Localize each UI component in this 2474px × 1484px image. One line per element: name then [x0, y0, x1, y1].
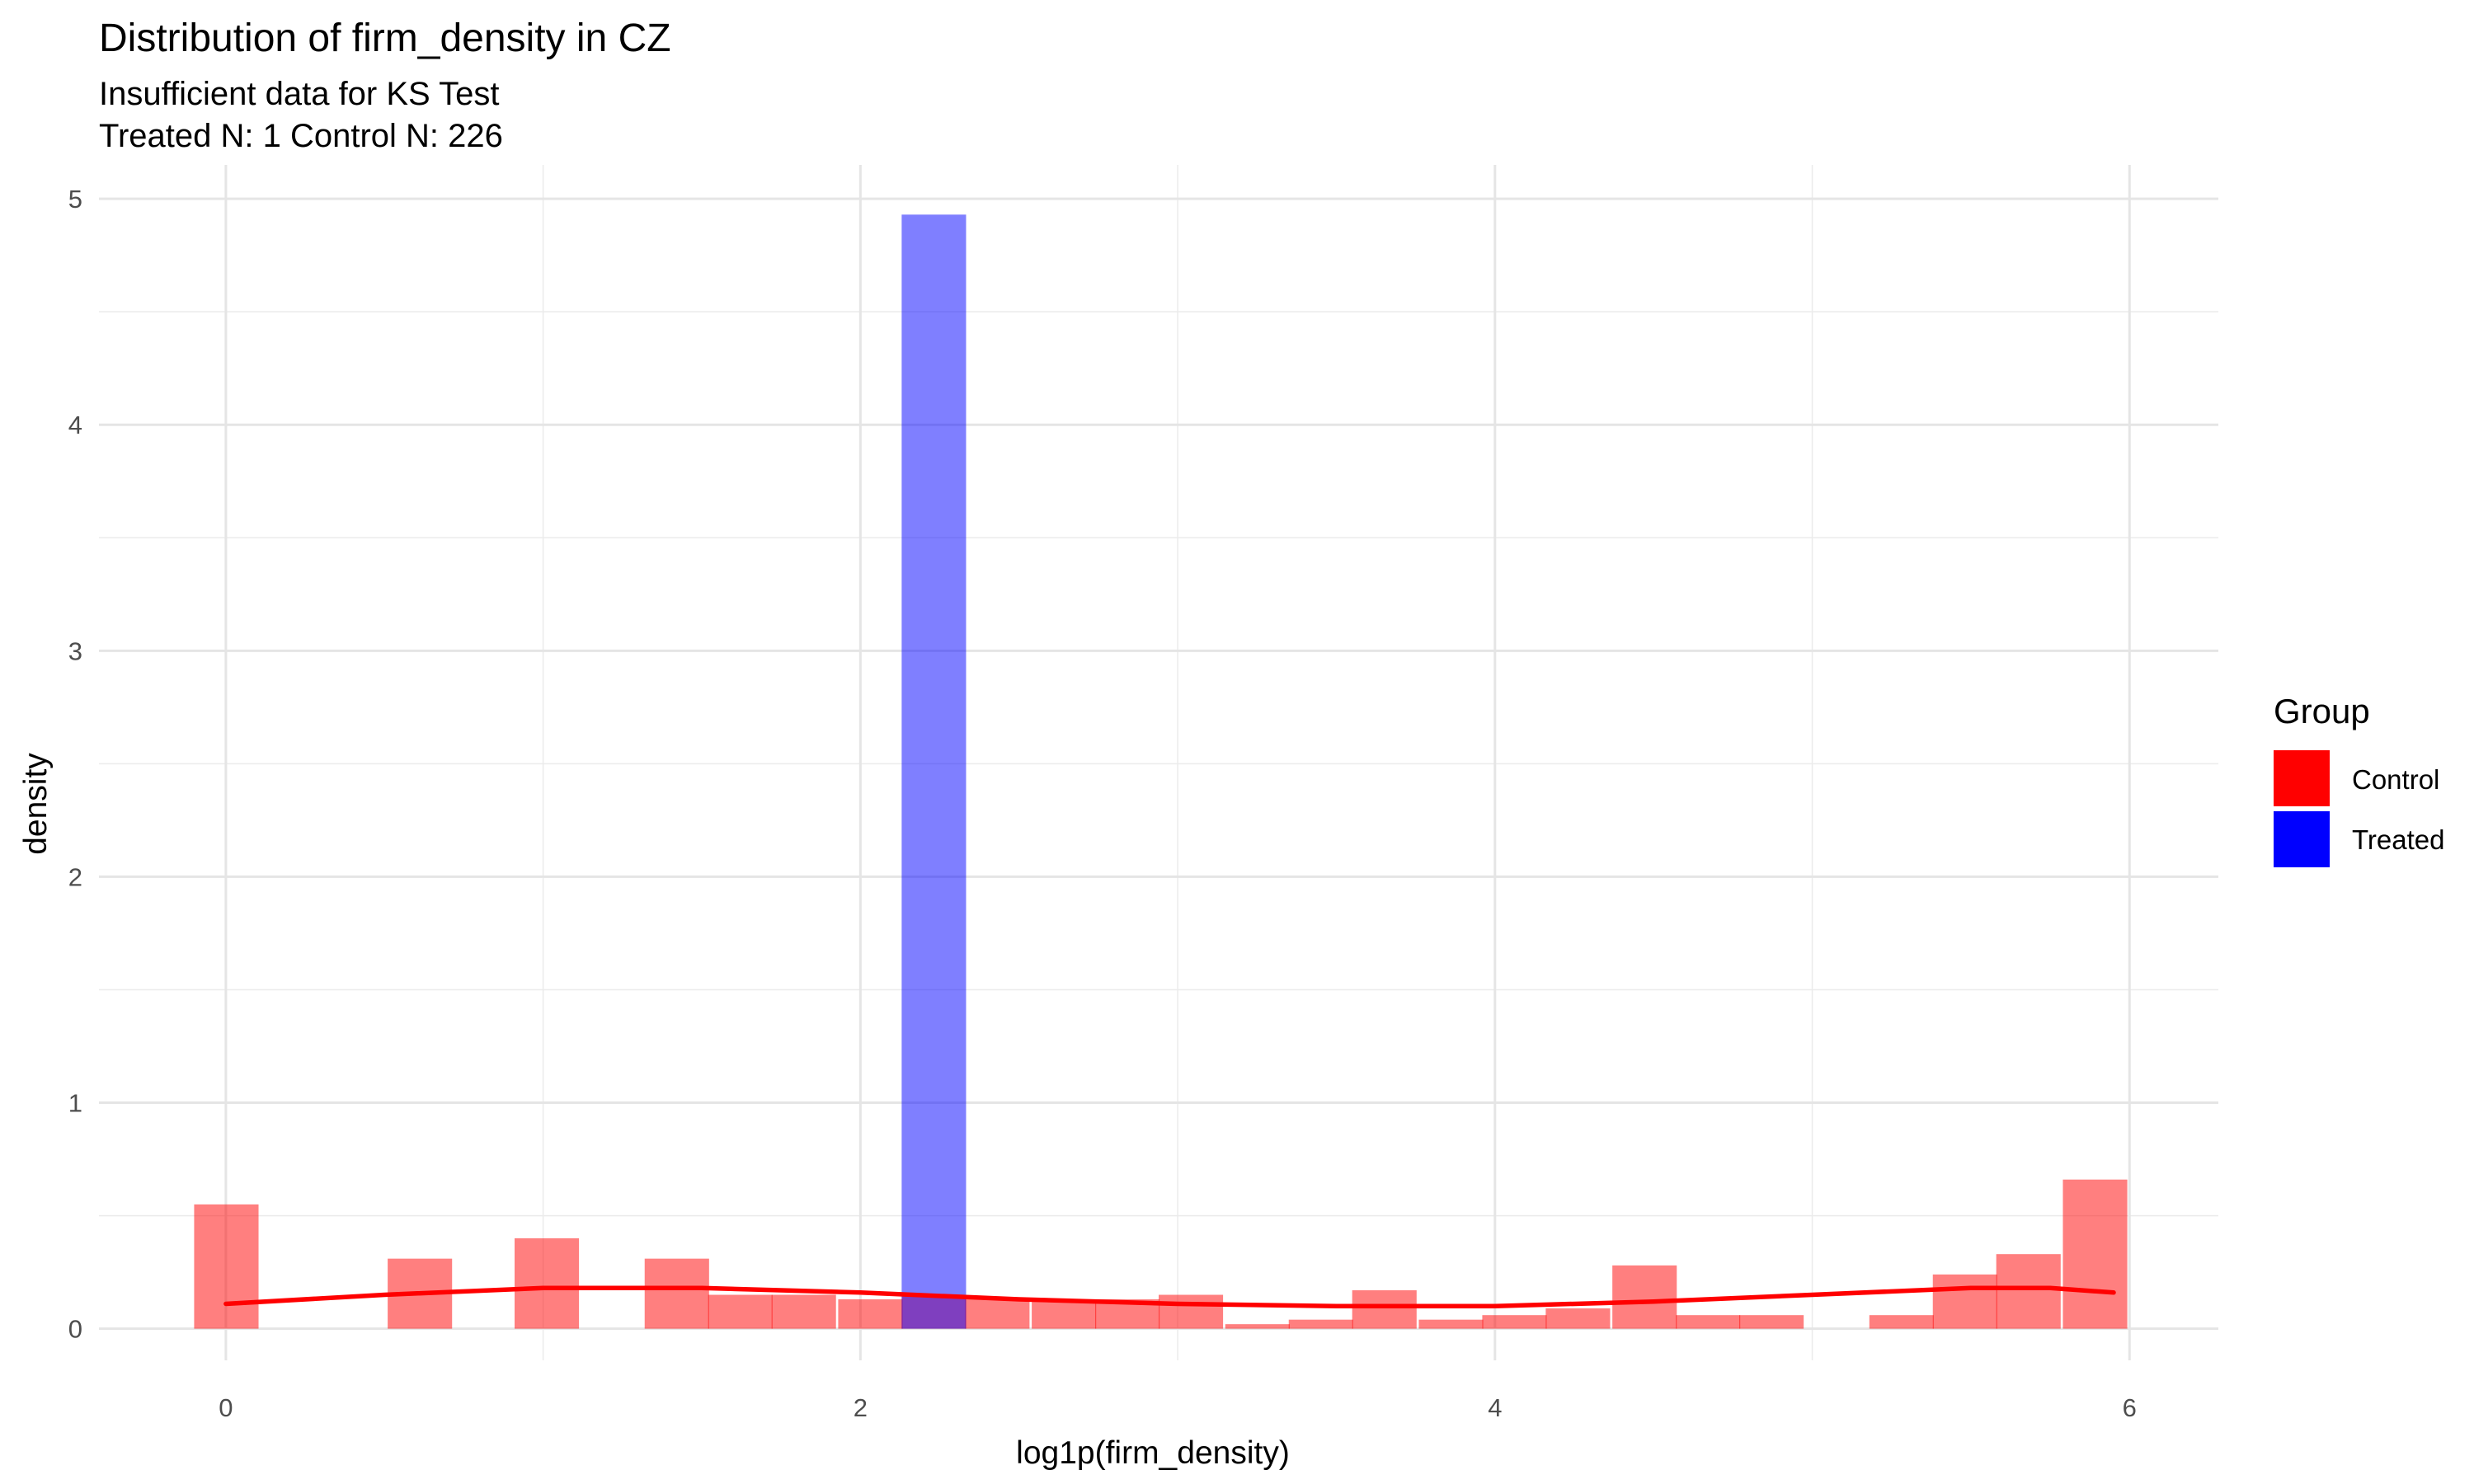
x-tick-label: 4: [1488, 1393, 1502, 1422]
x-tick-label: 6: [2123, 1393, 2137, 1422]
bar-control: [1612, 1265, 1677, 1329]
density-line-control: [223, 1285, 2116, 1308]
bar-control: [1288, 1319, 1353, 1329]
bar-control: [708, 1294, 773, 1329]
legend: Group Control Treated: [2274, 692, 2445, 867]
bar-control: [1676, 1315, 1741, 1329]
legend-title: Group: [2274, 692, 2370, 730]
grid-minor: [99, 165, 2218, 1360]
bar-control: [644, 1258, 709, 1329]
bar-control: [1545, 1308, 1611, 1329]
bar-control: [2062, 1179, 2128, 1329]
bar-control: [1032, 1298, 1097, 1329]
legend-key-control: [2274, 750, 2330, 806]
bar-control: [1352, 1290, 1417, 1329]
bar-control: [838, 1298, 903, 1329]
bar-control: [1739, 1315, 1804, 1329]
y-tick-label: 2: [68, 862, 82, 891]
bar-control: [514, 1237, 580, 1329]
bar-control: [1225, 1324, 1290, 1329]
x-axis-ticks: 0 2 4 6: [219, 1393, 2137, 1422]
legend-key-treated: [2274, 811, 2330, 867]
y-tick-label: 4: [68, 411, 82, 439]
chart-title: Distribution of firm_density in CZ: [99, 16, 671, 60]
bar-control: [771, 1294, 836, 1329]
grid-major: [99, 165, 2218, 1360]
y-tick-label: 3: [68, 636, 82, 665]
chart-subtitle-line-1: Insufficient data for KS Test: [99, 76, 499, 112]
bar-control: [1869, 1315, 1934, 1329]
bar-control: [1482, 1315, 1547, 1329]
legend-label-control: Control: [2352, 764, 2439, 795]
bar-treated: [901, 214, 967, 1329]
bar-control: [965, 1298, 1030, 1329]
density-curves: [223, 1285, 2116, 1308]
histogram-bars: [194, 214, 2128, 1329]
chart-subtitle-line-2: Treated N: 1 Control N: 226: [99, 118, 503, 154]
bar-control: [1932, 1274, 1997, 1329]
x-axis-title: log1p(firm_density): [1016, 1435, 1290, 1471]
y-tick-label: 5: [68, 185, 82, 214]
bar-control: [1996, 1254, 2061, 1329]
y-axis-ticks: 0 1 2 3 4 5: [68, 185, 82, 1344]
x-tick-label: 0: [219, 1393, 233, 1422]
bar-control: [194, 1204, 259, 1329]
legend-label-treated: Treated: [2352, 824, 2445, 855]
y-axis-title: density: [18, 753, 54, 855]
bar-control: [1159, 1294, 1224, 1329]
y-tick-label: 0: [68, 1315, 82, 1344]
bar-control: [1418, 1319, 1484, 1329]
y-tick-label: 1: [68, 1089, 82, 1118]
x-tick-label: 2: [854, 1393, 868, 1422]
